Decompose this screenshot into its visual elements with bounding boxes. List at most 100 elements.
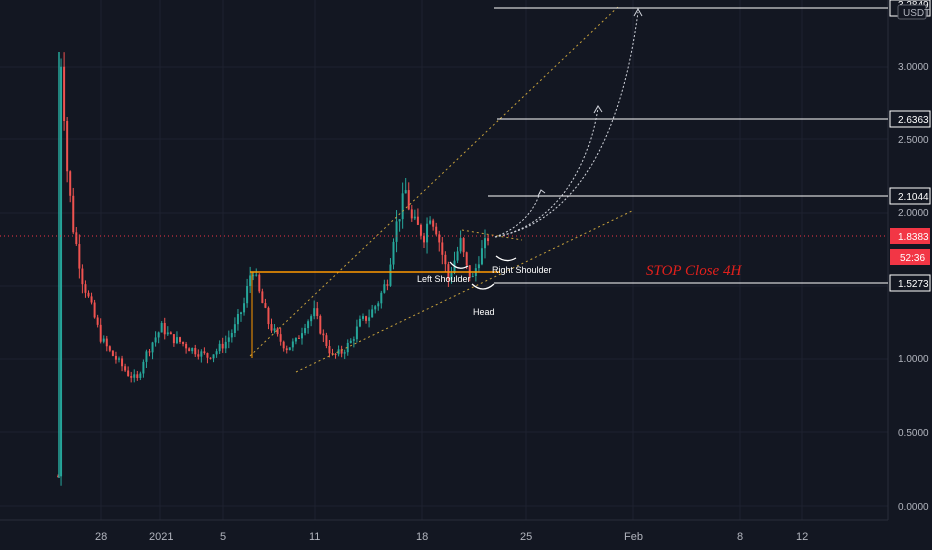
candle-body [246,286,249,304]
candle-body [69,171,72,196]
level-tag-3: 2.1044 [889,187,931,205]
candle-body [66,121,69,172]
candle-body [145,351,148,362]
candle-body [377,303,380,307]
candle-body [441,242,444,255]
candle-body [471,275,474,277]
candle-body [72,195,75,233]
candle-body [416,216,419,225]
level-tag-2-value: 2.6363 [898,115,929,126]
candle-body [136,374,139,378]
y-tick-0-5: 0.5000 [898,428,929,439]
countdown-tag: 52:36 [890,249,930,265]
candle-body [255,274,258,276]
currency-badge[interactable]: USDT [897,4,930,20]
candle-body [294,337,297,342]
candle-body [307,321,310,329]
candle-body [285,348,288,351]
candle-body [179,337,181,342]
candle-body [477,264,480,269]
candle-body [96,317,99,325]
candle-body [182,341,185,344]
x-tick-feb: Feb [624,531,643,543]
candle-body [340,349,343,354]
candle-body [249,275,252,287]
candle-body [374,306,377,310]
candle-body [358,318,361,327]
candle-body [218,343,221,352]
candle-body [111,350,114,356]
candle-body [334,353,337,355]
candle-body [57,476,59,478]
candle-body [487,238,490,242]
neckline-top [461,229,523,241]
candle-body [75,232,78,245]
candle-body [316,308,319,316]
level-tag-3-value: 2.1044 [898,192,929,203]
candle-body [93,302,96,318]
candle-body [349,340,352,343]
candle-body [392,241,395,265]
candle-body [172,334,175,344]
stop-annotation: STOP Close 4H [646,263,742,279]
candle-body [130,376,133,378]
candle-body [456,251,459,261]
candle-body [288,347,291,351]
x-tick-25: 25 [520,531,532,543]
candle-body [279,334,282,342]
candle-body [87,292,90,297]
candle-body [191,348,194,352]
candle-body [160,323,163,333]
candle-body [484,238,486,249]
candle-body [227,337,230,342]
candle-body [371,309,374,318]
candle-body [462,238,465,253]
right-shoulder-label: Right Shoulder [492,265,552,275]
candle-body [401,193,404,220]
candle-body [243,303,246,313]
candle-body [423,235,425,243]
candle-body [465,252,468,266]
candle-body [78,244,81,269]
candle-body [291,341,294,348]
candle-body [133,374,136,378]
candle-body [328,345,331,354]
candle-body [362,316,364,319]
candle-body [224,341,227,349]
current-price-tag: 1.8383 [890,228,930,244]
candle-body [343,352,346,354]
head-label: Head [473,307,495,317]
candle-body [163,323,166,335]
x-tick-2021: 2021 [149,531,173,543]
candle-body [267,307,270,325]
level-tag-4-value: 1.5273 [898,279,929,290]
candle-body [157,332,160,338]
candle-body [365,316,368,321]
candle-body [264,303,267,308]
y-tick-3: 3.0000 [898,62,929,73]
candle-body [435,226,438,235]
x-tick-12: 12 [796,531,808,543]
candle-body [282,341,285,349]
candle-body [444,254,447,265]
candle-body [236,313,239,325]
candle-body [185,343,188,349]
candle-body [166,332,169,335]
candle-body [230,333,233,338]
candle-body [124,366,127,371]
candle-body [258,274,261,292]
candle-body [203,351,206,354]
candle-body [261,291,264,304]
candle-body [194,348,197,355]
head-arc [471,283,495,290]
candle-body [118,358,120,360]
candle-body [319,315,322,334]
left-shoulder-arc [449,261,469,269]
candle-body [63,66,66,122]
x-tick-8: 8 [737,531,743,543]
candle-body [197,354,200,357]
candle-body [212,354,215,359]
candle-body [188,348,191,352]
